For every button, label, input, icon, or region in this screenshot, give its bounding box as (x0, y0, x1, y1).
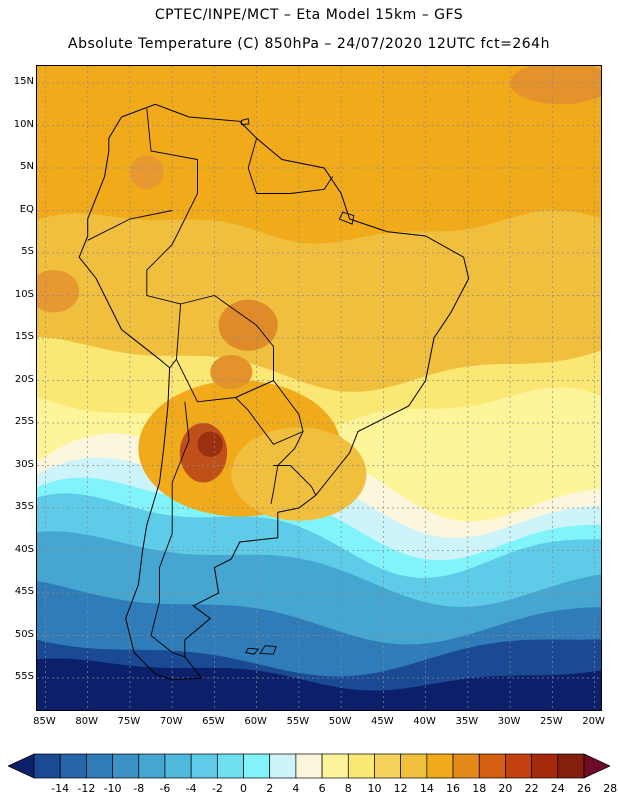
island-1 (244, 647, 260, 655)
colorbar-level-label: 28 (603, 782, 618, 795)
country-border-1 (247, 138, 334, 194)
colorbar-level-label: -4 (185, 782, 197, 795)
lat-tick-label: 15S (14, 331, 34, 342)
lon-tick-label: 60W (244, 716, 267, 727)
map-title: CPTEC/INPE/MCT – Eta Model 15km – GFS (154, 7, 464, 23)
colorbar-max-arrow (583, 753, 610, 779)
colorbar-swatch (321, 753, 349, 779)
lon-tick-label: 80W (75, 716, 98, 727)
lat-tick-label: EQ (19, 203, 34, 215)
colorbar-swatch (557, 753, 585, 779)
lon-tick-label: 20W (582, 716, 605, 727)
colorbar-swatch (400, 753, 428, 779)
colorbar-swatch (216, 753, 244, 779)
hotspot-3 (37, 270, 80, 313)
colorbar-level-label: 10 (367, 782, 382, 795)
lon-tick-label: 50W (328, 716, 352, 727)
colorbar-level-label: 6 (318, 782, 326, 795)
country-border-2 (146, 244, 182, 369)
colorbar-swatch (426, 753, 454, 779)
colorbar-level-label: -10 (103, 782, 122, 795)
lat-tick-label: 40S (14, 543, 34, 555)
lon-tick-label: 40W (413, 716, 436, 727)
colorbar-swatch (478, 753, 506, 779)
colorbar-swatch (452, 753, 480, 779)
country-border-6 (150, 401, 190, 658)
colorbar-swatch (505, 753, 532, 779)
colorbar-level-label: -8 (133, 782, 145, 795)
country-border-4 (175, 295, 274, 403)
colorbar-level-label: -14 (51, 782, 70, 795)
lon-tick-label: 55W (286, 716, 310, 727)
lon-tick-label: 85W (33, 716, 56, 727)
hotspot-6 (210, 355, 253, 389)
lat-tick-label: 25S (14, 416, 34, 427)
land-area (78, 103, 470, 681)
lon-tick-label: 30W (497, 716, 521, 727)
country-border-7 (273, 465, 317, 496)
lat-tick-label: 55S (14, 671, 34, 682)
lon-tick-label: 70W (159, 716, 183, 727)
hotspot-4 (129, 155, 164, 190)
hotspot-5 (510, 66, 601, 105)
country-border-3 (87, 210, 173, 241)
lat-tick-label: 15N (13, 76, 34, 87)
colorbar-level-label: -6 (159, 782, 171, 795)
colorbar-swatch (59, 753, 87, 779)
island-3 (338, 211, 355, 225)
colorbar-level-label: 0 (240, 782, 248, 795)
colorbar-swatch (190, 753, 218, 779)
lon-tick-label: 45W (371, 716, 394, 727)
lat-tick-label: 5S (21, 246, 34, 257)
lat-tick-label: 5N (20, 161, 34, 172)
lat-tick-label: 45S (14, 586, 34, 597)
colorbar-swatch (531, 753, 559, 779)
colorbar-swatch (347, 753, 375, 779)
country-border-8 (270, 431, 304, 504)
colorbar-level-label: 22 (524, 782, 539, 795)
colorbar-level-label: 4 (292, 782, 300, 795)
island-0 (259, 645, 277, 655)
colorbar-swatch (86, 753, 113, 779)
colorbar-level-label: 20 (498, 782, 513, 795)
colorbar-level-label: 14 (419, 782, 434, 795)
colorbar-swatch (243, 753, 271, 779)
colorbar-swatch (164, 753, 192, 779)
hotspot-2 (218, 299, 278, 351)
colorbar-level-label: -2 (211, 782, 223, 795)
colorbar-level-label: 18 (472, 782, 487, 795)
colorbar-swatch (374, 753, 402, 779)
lon-tick-label: 75W (117, 716, 141, 727)
colorbar-swatch (112, 753, 140, 779)
lat-tick-label: 10S (14, 288, 34, 300)
colorbar-level-label: -12 (77, 782, 96, 795)
colorbar-swatch (269, 753, 297, 779)
lat-tick-label: 20S (14, 373, 34, 385)
lat-tick-label: 10N (13, 118, 34, 130)
lat-tick-label: 35S (14, 501, 34, 512)
lon-tick-label: 25W (540, 716, 563, 727)
map-subtitle: Absolute Temperature (C) 850hPa – 24/07/… (68, 36, 550, 52)
lat-tick-label: 50S (14, 628, 34, 640)
country-border-0 (146, 108, 198, 245)
lon-tick-label: 35W (455, 716, 479, 727)
hotspot-1 (197, 431, 223, 457)
colorbar-level-label: 16 (446, 782, 461, 795)
colorbar-swatch (33, 753, 61, 779)
colorbar-level-label: 2 (266, 782, 274, 795)
color-scale-bar (8, 753, 610, 779)
lon-tick-label: 65W (202, 716, 225, 727)
navy-band (37, 658, 601, 710)
colorbar-swatch (295, 753, 323, 779)
colorbar-level-label: 12 (393, 782, 408, 795)
temperature-map[interactable] (36, 65, 602, 711)
colorbar-swatch (138, 753, 166, 779)
colorbar-level-label: 26 (577, 782, 591, 795)
colorbar-level-label: 24 (550, 782, 565, 795)
colorbar-min-arrow (8, 753, 35, 779)
colorbar-level-label: 8 (344, 782, 352, 795)
island-2 (240, 118, 250, 126)
temperature-field (37, 66, 601, 710)
lat-tick-label: 30S (14, 458, 34, 470)
